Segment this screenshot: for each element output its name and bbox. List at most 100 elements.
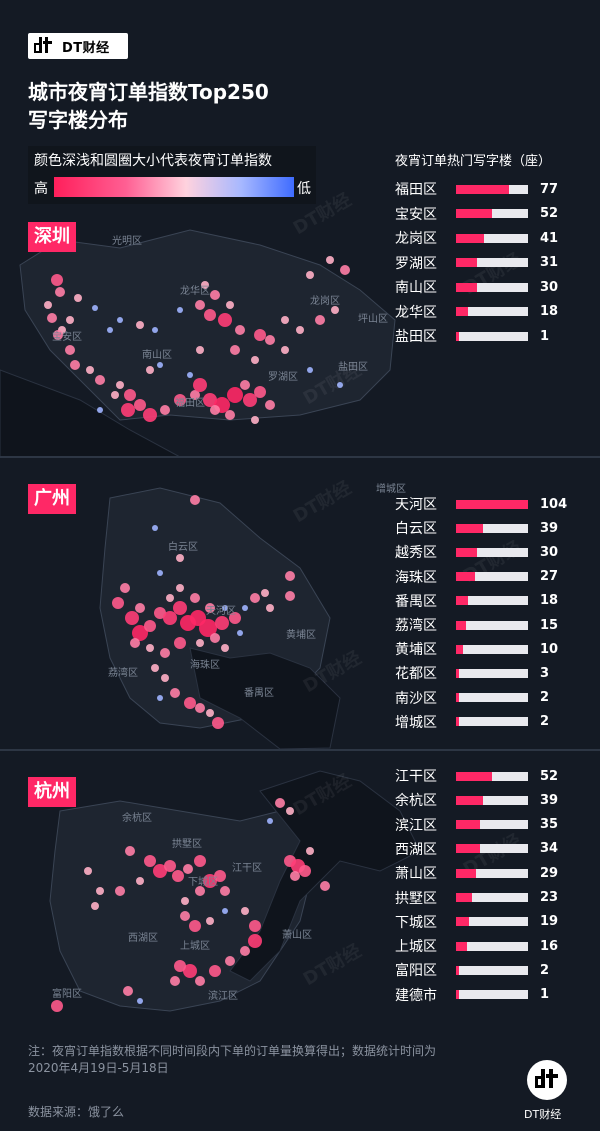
office-building-dot [226,301,234,309]
office-building-dot [174,394,186,406]
office-building-dot [187,372,193,378]
office-building-dot [221,644,229,652]
office-building-dot [123,986,133,996]
city-map [0,229,396,457]
district-name: 白云区 [395,521,437,538]
office-building-dot [275,798,285,808]
bar-track [456,917,528,927]
district-count: 2 [540,714,550,730]
office-building-dot [44,301,52,309]
district-bar-row: 滨江区 35 [395,814,558,836]
district-bar-row: 荔湾区 15 [395,614,558,636]
bar-fill [456,644,463,654]
bar-track [456,965,528,975]
bar-track [456,282,528,292]
office-building-dot [189,920,201,932]
bar-fill [456,820,480,830]
office-building-dot [194,855,206,867]
office-building-dot [230,345,240,355]
office-building-dot [281,346,289,354]
office-building-dot [174,637,186,649]
district-bar-row: 罗湖区 31 [395,252,558,274]
district-name: 龙华区 [395,304,437,321]
office-building-dot [172,870,184,882]
office-building-dot [117,317,123,323]
office-building-dot [267,818,273,824]
district-name: 拱墅区 [395,890,437,907]
office-building-dot [137,998,143,1004]
district-name: 建德市 [395,987,437,1004]
bar-fill [456,258,477,267]
office-building-dot [51,274,63,286]
legend-gradient-bar [54,177,294,197]
office-building-dot [47,313,57,323]
office-building-dot [120,583,130,593]
map-district-label: 萧山区 [282,930,312,941]
office-building-dot [251,416,259,424]
district-name: 上城区 [395,939,437,956]
bar-fill [456,282,477,292]
office-building-dot [95,375,105,385]
office-building-dot [163,611,177,625]
map-district-label: 海珠区 [190,660,220,671]
office-building-dot [183,864,193,874]
water-body [189,647,341,749]
office-building-dot [70,360,80,370]
legend-title: 颜色深浅和圆圈大小代表夜宵订单指数 [34,153,272,169]
bar-fill [456,233,484,243]
office-building-dot [206,709,214,717]
bar-fill [456,771,492,781]
district-count: 52 [540,206,559,221]
office-building-dot [248,934,262,948]
office-building-dot [199,619,217,637]
bar-fill [456,965,459,975]
office-building-dot [315,315,325,325]
office-building-dot [130,638,140,648]
office-building-dot [254,329,266,341]
map-district-label: 余杭区 [122,813,152,824]
office-building-dot [160,405,170,415]
section-divider [0,749,600,751]
data-source: 数据来源：饿了么 [28,1105,125,1119]
office-building-dot [222,908,228,914]
bar-track [456,717,528,727]
district-bar-row: 南山区 30 [395,276,558,298]
office-building-dot [220,886,230,896]
bar-track [456,547,528,557]
map-district-label: 西湖区 [128,933,158,944]
office-building-dot [229,612,241,624]
office-building-dot [196,639,204,647]
office-building-dot [340,265,350,275]
district-bar-row: 花都区 3 [395,662,549,684]
office-building-dot [160,648,170,658]
bar-track [456,572,528,582]
office-building-dot [180,911,190,921]
district-name: 南沙区 [395,690,437,707]
district-count: 15 [540,617,559,633]
office-building-dot [132,625,148,641]
bar-track [456,258,528,267]
map-district-label: 坪山区 [358,314,388,325]
district-name: 富阳区 [395,963,437,980]
bar-fill [456,523,483,533]
city-name-badge: 深圳 [28,222,76,252]
district-bar-row: 黄埔区 10 [395,638,558,660]
bar-track [456,820,528,830]
office-building-dot [125,846,135,856]
office-building-dot [210,633,220,643]
district-bar-row: 龙岗区 41 [395,227,558,249]
district-count: 39 [540,520,559,536]
map-district-label: 下城区 [188,877,218,888]
office-building-dot [241,907,249,915]
map-district-label: 龙岗区 [310,296,340,307]
section-divider [0,456,600,458]
office-building-dot [195,300,205,310]
office-building-dot [135,603,145,613]
district-bar-row: 建德市 1 [395,984,549,1006]
bar-fill [456,547,477,557]
office-building-dot [143,408,157,422]
office-building-dot [92,305,98,311]
district-name: 增城区 [395,714,437,731]
office-building-dot [184,697,196,709]
office-building-dot [166,594,174,602]
